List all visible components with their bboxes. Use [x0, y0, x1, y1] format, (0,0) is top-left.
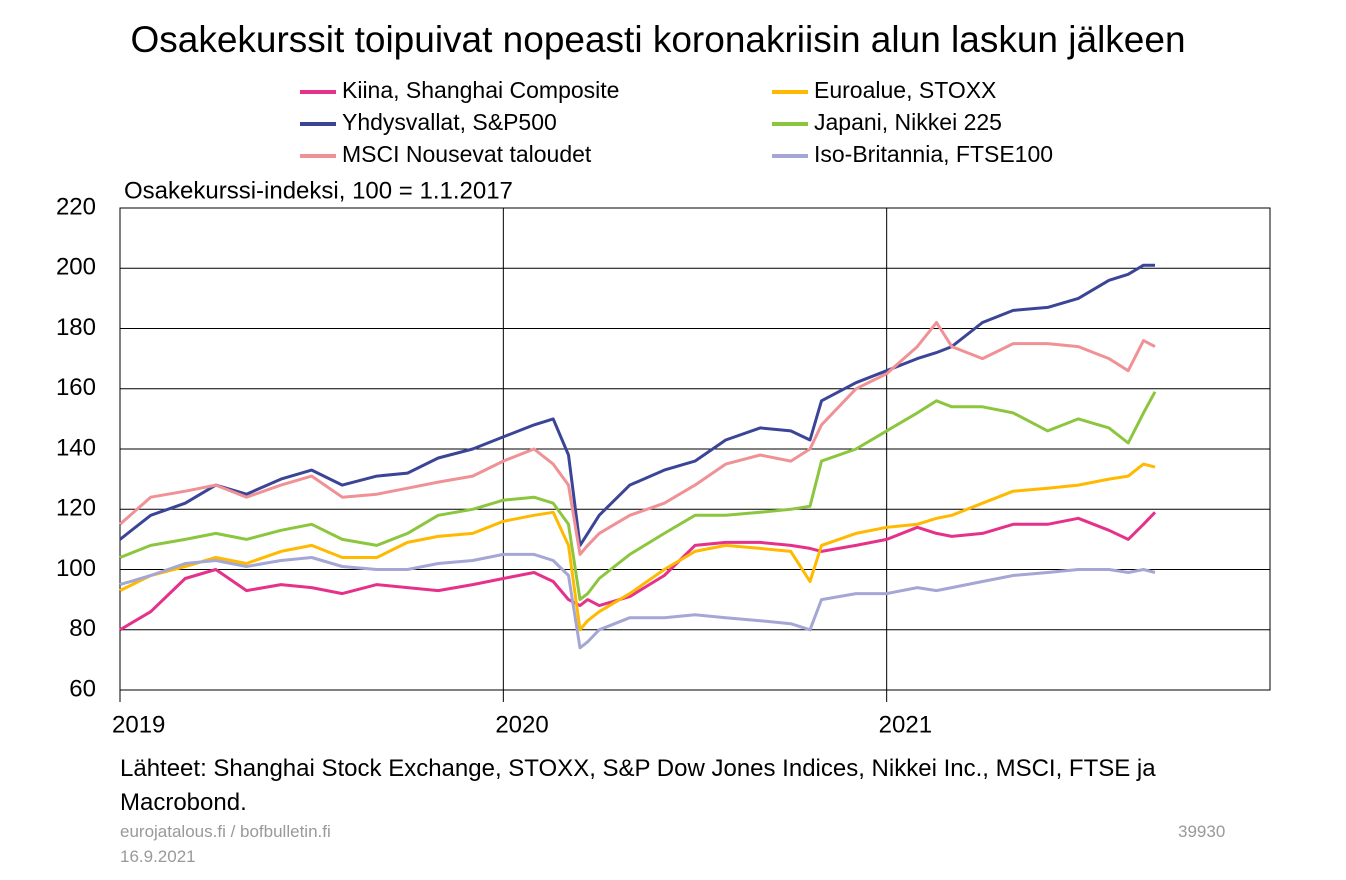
series-line	[119, 391, 1157, 602]
legend-label: Kiina, Shanghai Composite	[342, 77, 619, 103]
series-line	[119, 511, 1157, 632]
x-tick-label: 2021	[879, 711, 932, 738]
series-line	[119, 321, 1156, 556]
series-line	[119, 263, 1155, 547]
footer-date: 16.9.2021	[120, 847, 196, 866]
chart: Osakekurssit toipuivat nopeasti koronakr…	[56, 19, 1271, 738]
x-tick-label: 2020	[495, 711, 548, 738]
legend-label: Euroalue, STOXX	[814, 77, 996, 103]
chart-title: Osakekurssit toipuivat nopeasti koronakr…	[130, 19, 1185, 60]
y-axis-label: Osakekurssi-indeksi, 100 = 1.1.2017	[124, 177, 513, 204]
y-tick-label: 200	[56, 254, 96, 281]
x-tick-label: 2019	[112, 711, 165, 738]
legend-label: MSCI Nousevat taloudet	[342, 141, 592, 167]
legend-label: Japani, Nikkei 225	[814, 109, 1002, 135]
series-line	[119, 552, 1156, 650]
footer-site: eurojatalous.fi / bofbulletin.fi	[120, 822, 331, 841]
legend-label: Yhdysvallat, S&P500	[342, 109, 557, 135]
y-tick-label: 140	[56, 434, 96, 461]
y-tick-label: 220	[56, 193, 96, 220]
series-line	[119, 462, 1156, 632]
y-tick-label: 80	[69, 615, 96, 642]
y-tick-label: 60	[69, 675, 96, 702]
footer-code: 39930	[1178, 822, 1226, 841]
y-tick-label: 180	[56, 314, 96, 341]
y-tick-label: 160	[56, 374, 96, 401]
y-tick-label: 120	[56, 495, 96, 522]
y-tick-label: 100	[56, 555, 96, 582]
source: Lähteet: Shanghai Stock Exchange, STOXX,…	[120, 755, 1156, 816]
legend-label: Iso-Britannia, FTSE100	[814, 141, 1053, 167]
